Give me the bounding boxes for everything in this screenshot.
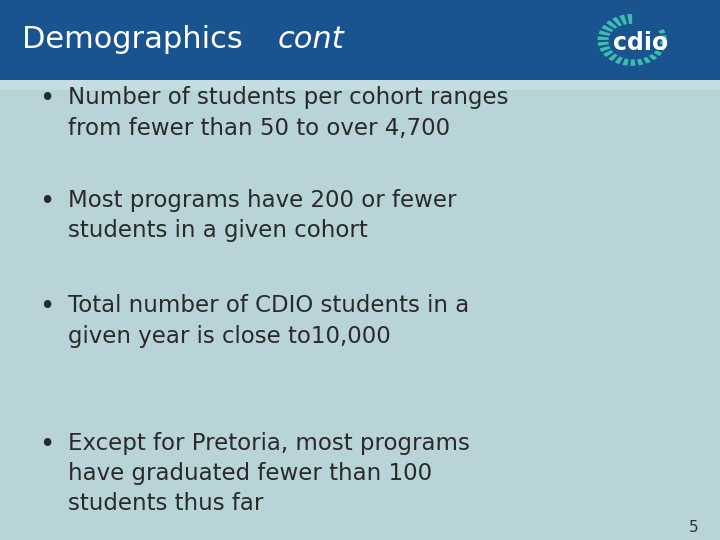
- Text: Demographics: Demographics: [22, 25, 252, 55]
- Wedge shape: [598, 42, 609, 46]
- Wedge shape: [660, 35, 667, 39]
- Text: cdio: cdio: [613, 31, 668, 55]
- Wedge shape: [622, 58, 629, 66]
- Text: 5: 5: [689, 519, 698, 535]
- Text: •: •: [40, 432, 55, 458]
- Wedge shape: [601, 25, 613, 32]
- Wedge shape: [608, 53, 618, 61]
- Text: Most programs have 200 or fewer
students in a given cohort: Most programs have 200 or fewer students…: [68, 189, 457, 242]
- Wedge shape: [615, 57, 623, 64]
- Wedge shape: [603, 50, 613, 57]
- FancyBboxPatch shape: [0, 80, 720, 90]
- Wedge shape: [598, 36, 609, 40]
- Wedge shape: [654, 50, 662, 56]
- FancyBboxPatch shape: [0, 0, 720, 80]
- Wedge shape: [598, 30, 611, 36]
- Text: •: •: [40, 294, 55, 320]
- Wedge shape: [600, 46, 611, 52]
- Text: •: •: [40, 86, 55, 112]
- Wedge shape: [643, 57, 651, 64]
- Wedge shape: [659, 29, 665, 34]
- Text: •: •: [40, 189, 55, 215]
- Wedge shape: [649, 54, 657, 60]
- Wedge shape: [637, 59, 644, 65]
- Text: cont: cont: [277, 25, 344, 55]
- Wedge shape: [619, 15, 627, 25]
- Wedge shape: [631, 59, 636, 66]
- Text: Except for Pretoria, most programs
have graduated fewer than 100
students thus f: Except for Pretoria, most programs have …: [68, 432, 470, 515]
- Text: Total number of CDIO students in a
given year is close to10,000: Total number of CDIO students in a given…: [68, 294, 469, 348]
- Wedge shape: [627, 14, 632, 24]
- Wedge shape: [612, 17, 622, 26]
- Text: Number of students per cohort ranges
from fewer than 50 to over 4,700: Number of students per cohort ranges fro…: [68, 86, 509, 140]
- Wedge shape: [657, 46, 665, 51]
- Wedge shape: [606, 21, 618, 29]
- Wedge shape: [660, 41, 667, 45]
